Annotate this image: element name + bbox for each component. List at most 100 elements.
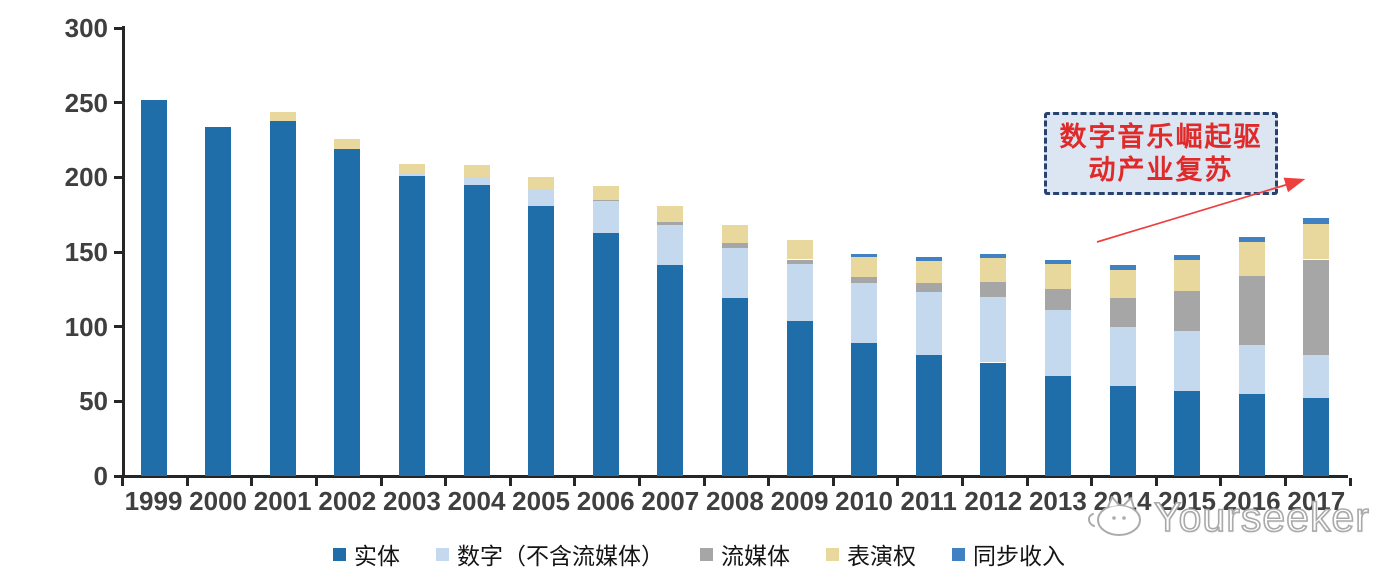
x-axis-tick <box>379 478 383 486</box>
y-axis-label: 100 <box>64 311 108 342</box>
bar-2009-physical <box>786 320 813 476</box>
bar-1999-physical <box>140 99 167 476</box>
y-axis-tick <box>114 175 123 179</box>
x-axis-label: 2006 <box>576 486 635 516</box>
x-axis-label: 2009 <box>770 486 829 516</box>
bar-2014-physical <box>1109 386 1136 476</box>
x-axis-label: 2003 <box>382 486 441 516</box>
bar-2007-digital-excl-streaming <box>657 225 684 266</box>
x-axis-label: 2007 <box>641 486 700 516</box>
x-axis-label: 2005 <box>512 486 571 516</box>
bar-2013-sync-revenue <box>1044 259 1071 264</box>
bar-2010-performance-rights <box>851 256 878 278</box>
bar-2008-performance-rights <box>721 225 748 243</box>
legend-item-digital-excl-streaming: 数字（不含流媒体） <box>436 537 664 571</box>
legend-item-streaming: 流媒体 <box>700 537 790 571</box>
x-axis-label: 2011 <box>900 486 957 516</box>
x-axis-tick <box>831 478 835 486</box>
legend-label-sync-revenue: 同步收入 <box>973 544 1065 569</box>
bar-2011-digital-excl-streaming <box>915 292 942 355</box>
legend-item-sync-revenue: 同步收入 <box>952 537 1065 571</box>
bar-2015-physical <box>1174 390 1201 476</box>
x-axis-tick <box>1284 478 1287 486</box>
x-axis-tick <box>1154 478 1158 486</box>
bar-2005-performance-rights <box>528 177 555 190</box>
bar-2003-performance-rights <box>398 163 425 175</box>
bar-2015-digital-excl-streaming <box>1174 331 1201 391</box>
bar-2004-digital-excl-streaming <box>463 177 490 185</box>
bar-2012-performance-rights <box>980 258 1007 282</box>
legend-swatch-sync-revenue <box>952 547 965 561</box>
bar-2014-digital-excl-streaming <box>1109 326 1136 387</box>
bar-2017-digital-excl-streaming <box>1303 355 1330 399</box>
bar-2011-streaming <box>915 283 942 293</box>
bar-2005-digital-excl-streaming <box>528 189 555 206</box>
x-axis-label: 2013 <box>1028 486 1087 516</box>
annotation-text-line1: 数字音乐崛起驱 <box>1059 121 1263 152</box>
x-axis-tick <box>1348 478 1352 486</box>
x-axis-label: 2015 <box>1158 486 1217 516</box>
x-axis-tick <box>315 478 318 486</box>
bar-2008-physical <box>721 298 748 476</box>
watermark: Yourseeker <box>1086 490 1370 544</box>
bar-2014-performance-rights <box>1109 269 1136 299</box>
y-axis-label: 0 <box>93 461 108 491</box>
x-axis-tick <box>508 478 512 486</box>
bar-2013-digital-excl-streaming <box>1044 310 1071 376</box>
x-axis-label: 2001 <box>253 486 312 516</box>
y-axis-tick <box>114 399 123 403</box>
bar-2009-streaming <box>786 259 813 264</box>
bar-2011-sync-revenue <box>915 256 942 261</box>
y-axis-tick <box>114 101 123 105</box>
bar-2016-performance-rights <box>1238 241 1265 276</box>
bar-2017-performance-rights <box>1303 223 1330 260</box>
bar-2010-digital-excl-streaming <box>851 283 878 344</box>
bar-2017-sync-revenue <box>1303 217 1330 224</box>
bar-2009-digital-excl-streaming <box>786 263 813 321</box>
bar-2009-performance-rights <box>786 240 813 260</box>
x-axis-tick <box>702 478 706 486</box>
x-axis-tick <box>1090 478 1094 486</box>
legend-item-performance-rights: 表演权 <box>826 537 916 571</box>
bar-2012-physical <box>980 362 1007 476</box>
y-axis-tick <box>114 26 123 30</box>
x-axis-label: 2004 <box>447 486 506 516</box>
bar-2006-physical <box>592 232 619 476</box>
bar-2017-streaming <box>1303 259 1330 356</box>
legend-label-streaming: 流媒体 <box>721 544 790 569</box>
bar-2004-physical <box>463 184 490 476</box>
bar-2003-digital-excl-streaming <box>398 174 425 176</box>
x-axis-line <box>122 475 1348 478</box>
bar-2008-digital-excl-streaming <box>721 247 748 299</box>
bar-2014-sync-revenue <box>1109 265 1136 270</box>
bar-2008-streaming <box>721 243 748 248</box>
x-axis-label: 2002 <box>318 486 377 516</box>
x-axis-label: 2017 <box>1287 486 1346 516</box>
bar-2017-physical <box>1303 398 1330 476</box>
y-axis-line <box>122 26 125 478</box>
watermark-text: Yourseeker <box>1153 493 1370 541</box>
bar-2000-physical <box>205 126 232 476</box>
bar-2012-streaming <box>980 281 1007 297</box>
bar-2011-physical <box>915 355 942 476</box>
x-axis-tick <box>250 478 254 486</box>
bar-2006-digital-excl-streaming <box>592 201 619 233</box>
bar-2003-physical <box>398 175 425 476</box>
bar-2013-streaming <box>1044 289 1071 311</box>
bar-2010-physical <box>851 343 878 476</box>
annotation-text-line2: 动产业复苏 <box>1088 154 1234 185</box>
y-axis-tick <box>114 250 123 254</box>
x-axis-tick <box>444 478 448 486</box>
bar-2013-performance-rights <box>1044 263 1071 290</box>
x-axis-tick <box>961 478 964 486</box>
legend-swatch-digital-excl-streaming <box>436 547 449 561</box>
annotation-callout: 数字音乐崛起驱 动产业复苏 <box>1044 112 1278 195</box>
y-axis-label: 250 <box>64 87 108 118</box>
legend-swatch-physical <box>333 547 346 561</box>
y-axis-label: 50 <box>79 386 108 417</box>
x-axis-tick <box>896 478 900 486</box>
bar-2010-streaming <box>851 277 878 284</box>
bar-2015-streaming <box>1174 290 1201 332</box>
bar-2005-physical <box>528 205 555 476</box>
